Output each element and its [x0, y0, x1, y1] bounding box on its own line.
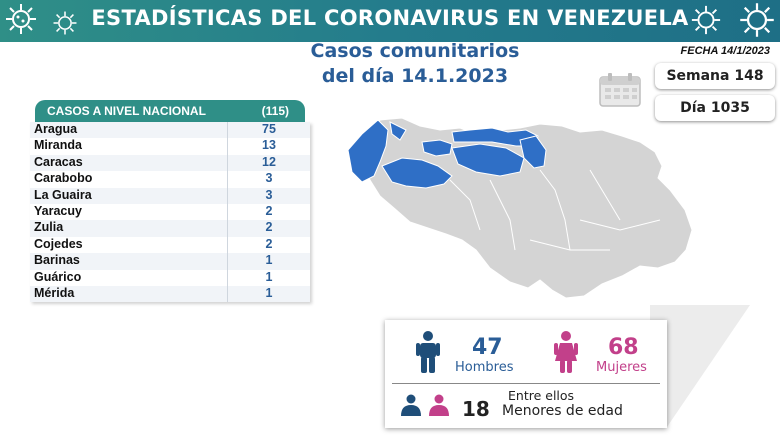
table-total: (115) — [261, 104, 289, 118]
subtitle-line2: del día 14.1.2023 — [321, 65, 509, 87]
table-row: Carabobo 3 — [30, 171, 310, 188]
case-count: 2 — [265, 220, 273, 235]
state-name: La Guaira — [30, 187, 228, 204]
case-count: 2 — [265, 236, 273, 251]
subtitle-line1: Casos comunitarios — [310, 40, 520, 62]
state-name: Miranda — [30, 138, 228, 155]
virus-icon — [690, 4, 722, 36]
map-zulia — [347, 119, 389, 183]
state-name: Guárico — [30, 269, 228, 286]
case-count: 3 — [265, 171, 273, 186]
table-row: La Guaira 3 — [30, 187, 310, 204]
table-row: Barinas 1 — [30, 253, 310, 270]
case-count: 12 — [262, 154, 276, 169]
state-name: Yaracuy — [30, 203, 228, 221]
woman-icon — [553, 331, 579, 378]
map-falcon-strip — [389, 121, 407, 141]
map-base — [359, 117, 693, 299]
man-icon — [415, 331, 441, 378]
header-banner: ESTADÍSTICAS DEL CORONAVIRUS EN VENEZUEL… — [0, 0, 780, 42]
minors-count: 18 — [462, 397, 490, 421]
women-count: 68 — [608, 335, 639, 360]
table-row: Mérida 1 — [30, 285, 310, 303]
table-row: Zulia 2 — [30, 220, 310, 237]
table-row: Guárico 1 — [30, 269, 310, 286]
minors-label: Menores de edad — [502, 403, 623, 419]
table-row: Yaracuy 2 — [30, 203, 310, 221]
map-merida-barinas — [381, 157, 453, 189]
women-label: Mujeres — [596, 360, 647, 375]
minors-prefix: Entre ellos — [508, 388, 575, 403]
virus-icon — [738, 1, 776, 39]
case-count: 1 — [265, 285, 273, 300]
state-name: Cojedes — [30, 236, 228, 254]
day-counter: Día 1035 — [655, 95, 775, 121]
state-name: Zulia — [30, 220, 228, 237]
men-label: Hombres — [455, 360, 514, 375]
venezuela-map — [340, 100, 710, 305]
virus-icon — [4, 2, 38, 36]
state-name: Mérida — [30, 285, 228, 303]
case-count: 75 — [262, 122, 276, 136]
table-row: Aragua 75 — [30, 122, 310, 139]
state-name: Caracas — [30, 154, 228, 172]
state-name: Carabobo — [30, 171, 228, 188]
case-count: 1 — [265, 269, 273, 284]
cases-table: Aragua 75 Miranda 13 Caracas 12 Carabobo 3 L… — [30, 122, 310, 303]
table-title: CASOS A NIVEL NACIONAL — [47, 104, 206, 118]
state-name: Aragua — [30, 122, 228, 139]
map-yaracuy-carabobo — [421, 139, 453, 157]
state-name: Barinas — [30, 253, 228, 270]
card-divider — [392, 383, 660, 384]
week-counter: Semana 148 — [655, 63, 775, 89]
men-count: 47 — [472, 335, 503, 360]
page-title: ESTADÍSTICAS DEL CORONAVIRUS EN VENEZUEL… — [91, 6, 689, 30]
case-count: 2 — [265, 203, 273, 218]
table-row: Miranda 13 — [30, 138, 310, 155]
table-row: Caracas 12 — [30, 154, 310, 172]
map-anzoategui-blue — [519, 135, 547, 169]
table-header: CASOS A NIVEL NACIONAL (115) — [35, 100, 305, 122]
calendar-icon — [598, 72, 642, 113]
map-cojedes-guarico — [451, 143, 525, 177]
case-count: 13 — [262, 138, 276, 153]
minors-icon — [399, 394, 453, 421]
report-date: FECHA 14/1/2023 — [680, 45, 770, 57]
case-count: 1 — [265, 253, 273, 268]
case-count: 3 — [265, 187, 273, 202]
table-row: Cojedes 2 — [30, 236, 310, 254]
virus-icon — [52, 10, 78, 36]
